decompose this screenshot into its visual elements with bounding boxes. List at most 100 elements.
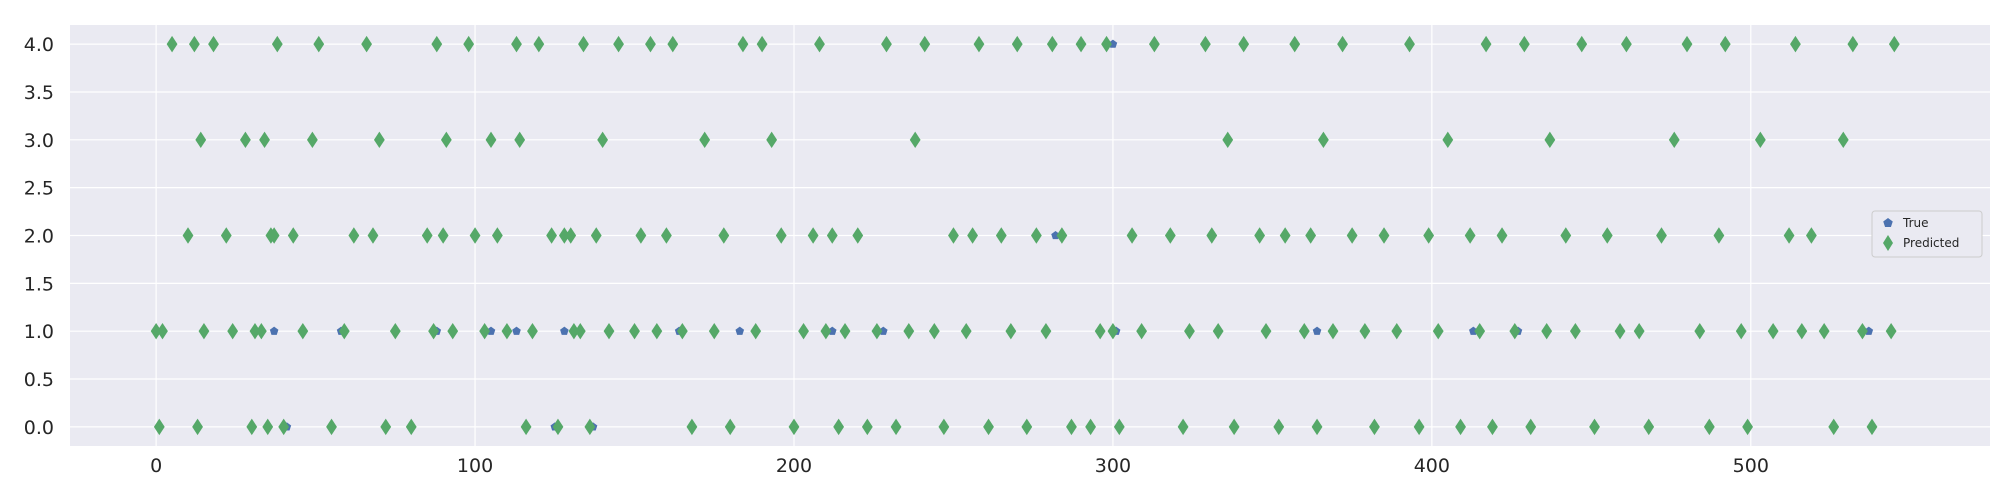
predicted-point: [1694, 322, 1706, 340]
legend-marker-predicted: [1883, 235, 1893, 251]
predicted-point: [1113, 418, 1125, 436]
predicted-point: [338, 322, 350, 340]
predicted-point: [861, 418, 873, 436]
predicted-point: [1107, 322, 1119, 340]
predicted-point: [1621, 35, 1632, 53]
predicted-point: [1455, 418, 1466, 436]
predicted-point: [198, 322, 210, 340]
predicted-point: [1311, 418, 1323, 436]
predicted-point: [635, 227, 647, 244]
predicted-point: [973, 35, 985, 53]
predicted-point: [1030, 227, 1042, 244]
predicted-point: [1066, 418, 1077, 436]
predicted-point: [192, 418, 203, 436]
predicted-point: [278, 418, 290, 436]
predicted-point: [421, 227, 433, 244]
legend-label-predicted: Predicted: [1903, 236, 1959, 250]
predicted-point: [405, 418, 417, 436]
predicted-point: [1735, 322, 1747, 340]
predicted-point: [1767, 322, 1779, 340]
predicted-point: [479, 322, 491, 340]
predicted-point: [909, 131, 921, 149]
predicted-point: [1056, 227, 1068, 244]
predicted-point: [881, 35, 892, 53]
predicted-point: [227, 322, 239, 340]
predicted-point: [511, 35, 522, 53]
predicted-point: [699, 131, 711, 149]
predicted-point: [645, 35, 656, 53]
predicted-point: [1885, 322, 1897, 340]
y-tick-label: 1.0: [24, 321, 54, 343]
true-point: [512, 326, 521, 335]
predicted-point: [814, 35, 825, 53]
predicted-point: [1413, 418, 1425, 436]
predicted-point: [326, 418, 337, 436]
predicted-point: [1713, 227, 1725, 244]
predicted-point: [1837, 131, 1849, 149]
predicted-point: [960, 322, 972, 340]
predicted-point: [1576, 35, 1588, 53]
predicted-point: [491, 227, 503, 244]
predicted-point: [1796, 322, 1808, 340]
predicted-point: [737, 35, 749, 53]
predicted-point: [1254, 227, 1266, 244]
predicted-point: [807, 227, 819, 244]
predicted-point: [166, 35, 178, 53]
y-tick-label: 2.0: [24, 226, 54, 248]
true-point: [560, 326, 569, 335]
predicted-point: [188, 35, 200, 53]
predicted-point: [1040, 322, 1052, 340]
predicted-point: [651, 322, 663, 340]
predicted-point: [1273, 418, 1285, 436]
predicted-point: [1818, 322, 1830, 340]
predicted-point: [195, 131, 207, 149]
predicted-point: [440, 131, 452, 149]
predicted-point: [839, 322, 851, 340]
x-tick-label: 500: [1733, 455, 1769, 477]
predicted-point: [373, 131, 385, 149]
predicted-point: [1238, 35, 1250, 53]
y-tick-label: 0.0: [24, 417, 54, 439]
predicted-point: [1212, 322, 1224, 340]
predicted-point: [1544, 131, 1556, 149]
x-tick-label: 100: [457, 455, 493, 477]
predicted-point: [1888, 35, 1900, 53]
predicted-point: [514, 131, 526, 149]
predicted-point: [1601, 227, 1613, 244]
predicted-point: [1011, 35, 1023, 53]
predicted-point: [306, 131, 318, 149]
predicted-point: [788, 418, 800, 436]
predicted-point: [431, 35, 443, 53]
predicted-point: [1719, 35, 1731, 53]
predicted-point: [826, 227, 838, 244]
predicted-point: [565, 227, 577, 244]
true-point: [735, 326, 745, 335]
predicted-point: [1496, 227, 1508, 244]
predicted-point: [1222, 131, 1234, 149]
predicted-point: [995, 227, 1007, 244]
predicted-point: [903, 322, 915, 340]
predicted-point: [584, 418, 596, 436]
predicted-point: [938, 418, 950, 436]
predicted-point: [1327, 322, 1339, 340]
predicted-point: [1289, 35, 1301, 53]
predicted-point: [1464, 227, 1476, 244]
predicted-point: [750, 322, 762, 340]
predicted-point: [1200, 35, 1211, 53]
predicted-point: [574, 322, 586, 340]
true-point: [1312, 326, 1322, 335]
predicted-point: [1298, 322, 1310, 340]
y-tick-label: 2.5: [24, 178, 54, 200]
predicted-point: [1518, 35, 1530, 53]
predicted-point: [1359, 322, 1371, 340]
predicted-point: [262, 418, 274, 436]
predicted-point: [501, 322, 513, 340]
predicted-point: [603, 322, 615, 340]
predicted-point: [1754, 131, 1766, 149]
predicted-point: [1474, 322, 1486, 340]
predicted-point: [1541, 322, 1553, 340]
predicted-point: [1423, 227, 1435, 244]
predicted-point: [1828, 418, 1840, 436]
predicted-point: [919, 35, 931, 53]
